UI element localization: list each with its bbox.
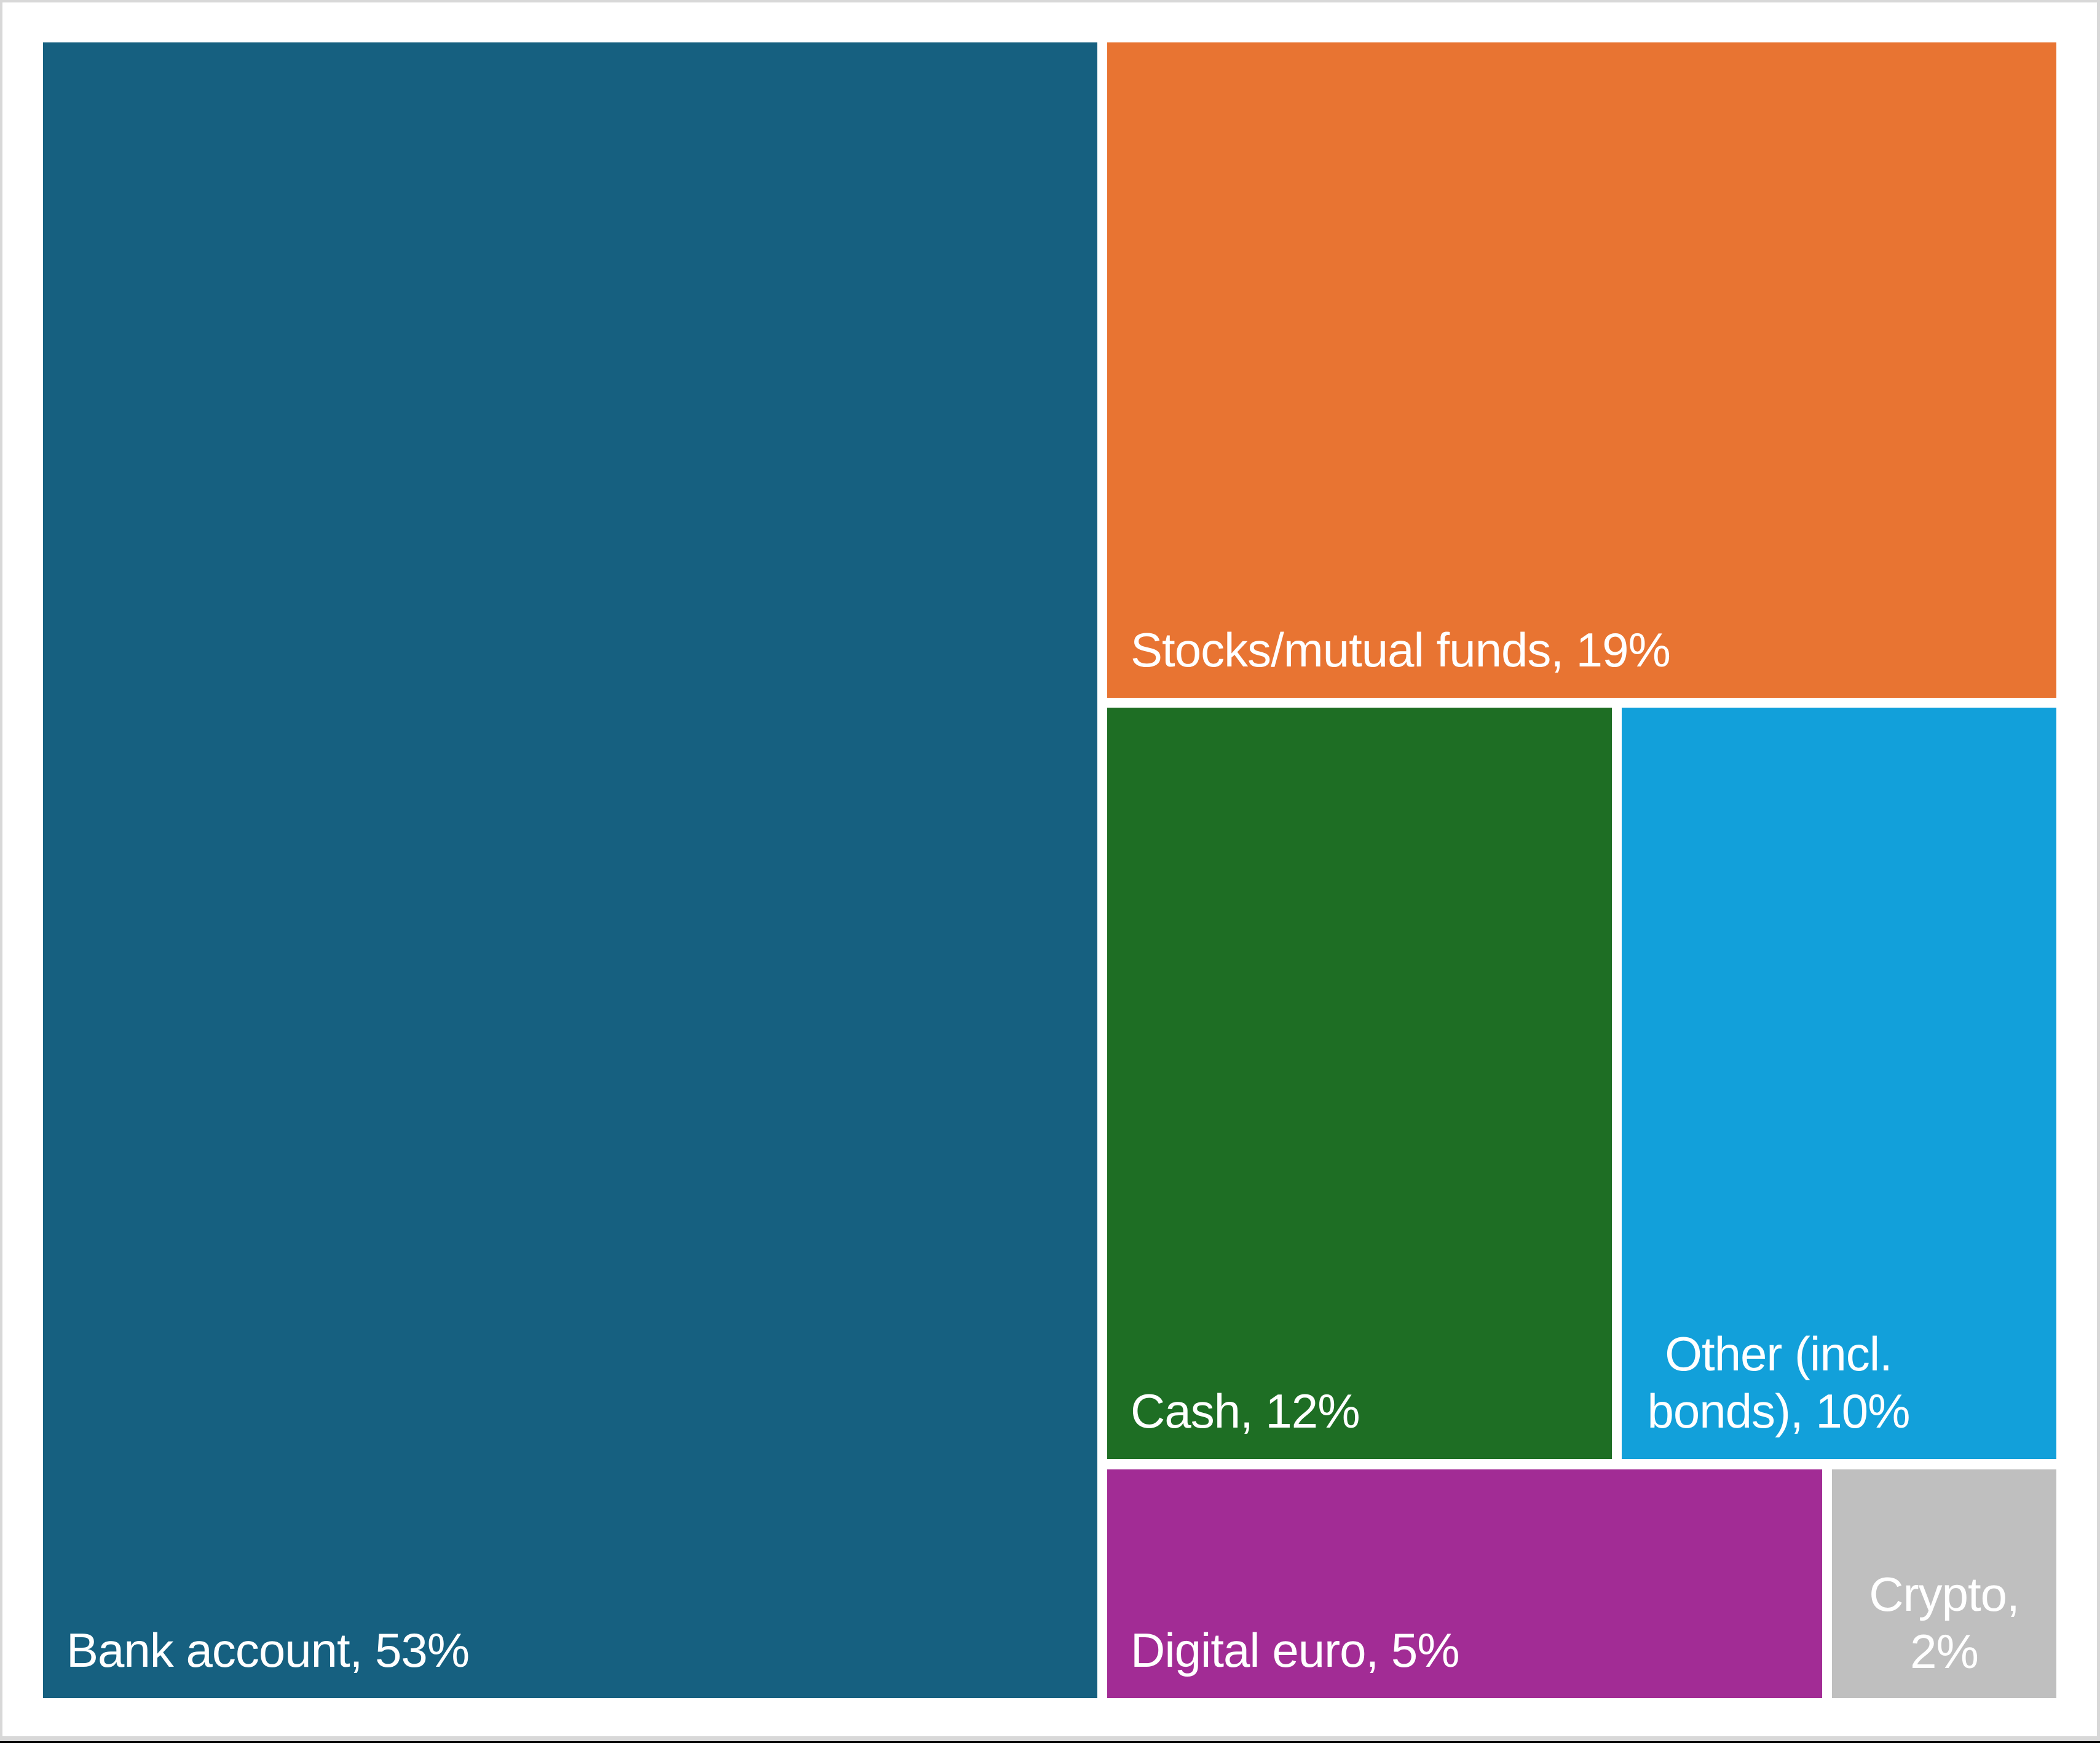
treemap-tile-other-incl-bonds: Other (incl. bonds), 10%: [1622, 708, 2056, 1459]
treemap-tile-cash: Cash, 12%: [1107, 708, 1612, 1459]
tile-label-cash: Cash, 12%: [1131, 1384, 1360, 1439]
frame-bottom-edge-line: [0, 1741, 2100, 1743]
frame-edge-left: [0, 0, 2, 1743]
frame-edge-top: [0, 0, 2100, 2]
treemap-tile-bank-account: Bank account, 53%: [43, 42, 1097, 1698]
tile-label-stocks-mutual-funds: Stocks/mutual funds, 19%: [1131, 623, 1671, 678]
treemap-tile-stocks-mutual-funds: Stocks/mutual funds, 19%: [1107, 42, 2056, 698]
tile-label-digital-euro: Digital euro, 5%: [1131, 1623, 1460, 1678]
tile-label-bank-account: Bank account, 53%: [66, 1623, 470, 1678]
frame-edge-right: [2097, 0, 2100, 1743]
treemap-tile-crypto: Crypto, 2%: [1832, 1469, 2056, 1698]
treemap-tile-digital-euro: Digital euro, 5%: [1107, 1469, 1822, 1698]
tile-label-crypto: Crypto, 2%: [1869, 1567, 2019, 1679]
frame-edge-bottom: [0, 1736, 2100, 1742]
tile-label-other-incl-bonds: Other (incl. bonds), 10%: [1647, 1326, 1911, 1439]
